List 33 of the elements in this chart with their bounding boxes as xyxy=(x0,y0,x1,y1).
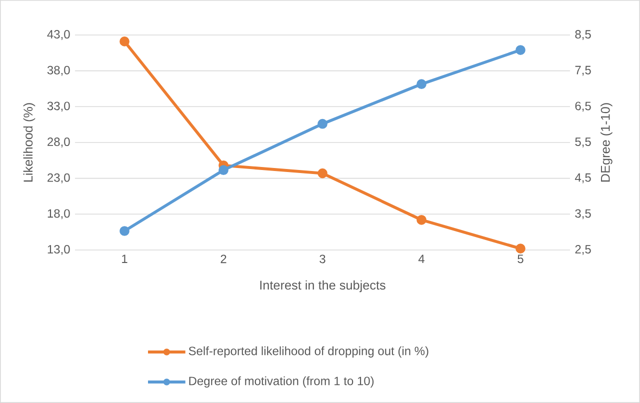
point xyxy=(218,165,228,176)
y2-tick-label: 8,5 xyxy=(575,30,591,40)
point xyxy=(516,45,526,55)
y2-tick-label: 6,5 xyxy=(575,102,591,112)
x-axis-title: Interest in the subjects xyxy=(260,280,386,292)
x-tick-label: 4 xyxy=(418,254,424,263)
point xyxy=(318,118,328,129)
y-tick-label: 13,0 xyxy=(48,245,70,255)
point xyxy=(120,36,130,46)
point xyxy=(416,79,426,90)
y2-tick-label: 5,5 xyxy=(575,138,591,148)
y-tick-label: 33,0 xyxy=(47,102,70,112)
x-tick-label: 2 xyxy=(220,254,226,264)
y2-tick-label: 4,5 xyxy=(574,173,591,184)
point xyxy=(516,244,526,254)
y-tick-label: 23,0 xyxy=(48,173,70,184)
y2-tick-label: 3,5 xyxy=(575,209,591,220)
legend-label: Self-reported likelihood of dropping out (in %) xyxy=(188,346,428,358)
x-tick-label: 5 xyxy=(518,254,524,264)
y-tick-label: 18,0 xyxy=(48,209,70,220)
y2-tick-label: 2,5 xyxy=(575,245,591,255)
point xyxy=(120,226,130,236)
y-tick-label: 28,0 xyxy=(48,138,70,148)
y-tick-label: 43,0 xyxy=(47,30,70,40)
y-axis-title: Likelihood (%) xyxy=(23,103,36,182)
point xyxy=(318,168,328,178)
x-tick-label: 1 xyxy=(122,254,128,263)
point xyxy=(416,214,426,225)
y2-tick-label: 7,5 xyxy=(575,66,591,76)
y-tick-label: 38,0 xyxy=(47,66,70,76)
x-tick-label: 3 xyxy=(320,254,326,264)
y2-axis-title: DEgree (1-10) xyxy=(600,103,612,182)
legend-label: Degree of motivation (from 1 to 10) xyxy=(189,376,374,388)
